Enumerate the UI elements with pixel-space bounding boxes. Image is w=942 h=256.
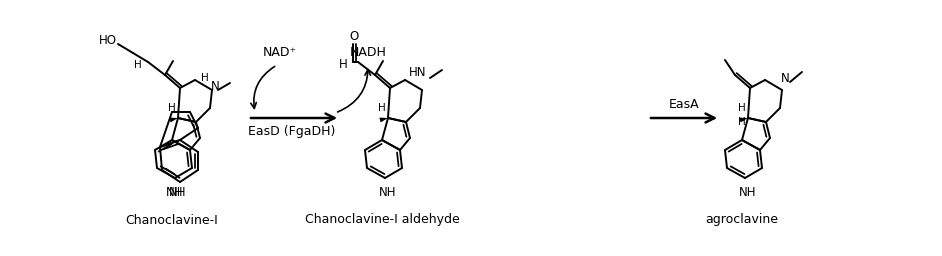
Text: EasA: EasA: [669, 98, 699, 111]
Text: NH: NH: [739, 186, 756, 198]
Text: H: H: [202, 73, 209, 83]
Text: H: H: [134, 60, 142, 70]
Text: NADH: NADH: [349, 46, 386, 59]
Text: HO: HO: [99, 34, 117, 47]
Text: H: H: [378, 103, 386, 113]
Text: N: N: [211, 80, 219, 93]
Text: H: H: [168, 103, 176, 113]
Text: N: N: [781, 71, 789, 84]
Text: H: H: [739, 103, 746, 113]
Text: agroclavine: agroclavine: [706, 214, 778, 227]
Text: Chanoclavine-I aldehyde: Chanoclavine-I aldehyde: [304, 214, 460, 227]
Text: NH: NH: [380, 186, 397, 198]
Text: O: O: [349, 30, 359, 44]
Polygon shape: [170, 118, 178, 122]
Polygon shape: [380, 118, 388, 122]
Text: Chanoclavine-I: Chanoclavine-I: [125, 214, 219, 227]
Text: H: H: [739, 117, 746, 127]
Text: HN: HN: [409, 66, 427, 79]
Polygon shape: [739, 118, 748, 122]
Text: NAD⁺: NAD⁺: [263, 46, 297, 59]
Text: EasD (FgaDH): EasD (FgaDH): [249, 125, 335, 138]
Text: NH: NH: [166, 186, 184, 198]
Text: NH: NH: [170, 186, 187, 198]
Text: H: H: [338, 58, 348, 70]
